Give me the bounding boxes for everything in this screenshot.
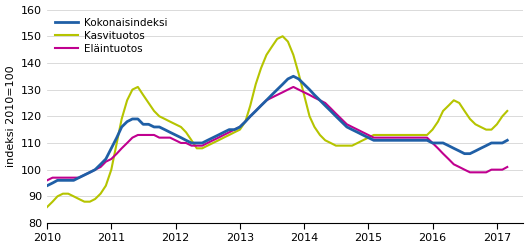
- Line: Eläintuotos: Eläintuotos: [47, 87, 507, 180]
- Line: Kasvituotos: Kasvituotos: [47, 36, 507, 207]
- Y-axis label: indeksi 2010=100: indeksi 2010=100: [6, 65, 15, 167]
- Line: Kokonaisindeksi: Kokonaisindeksi: [47, 76, 507, 186]
- Legend: Kokonaisindeksi, Kasvituotos, Eläintuotos: Kokonaisindeksi, Kasvituotos, Eläintuoto…: [52, 15, 170, 57]
